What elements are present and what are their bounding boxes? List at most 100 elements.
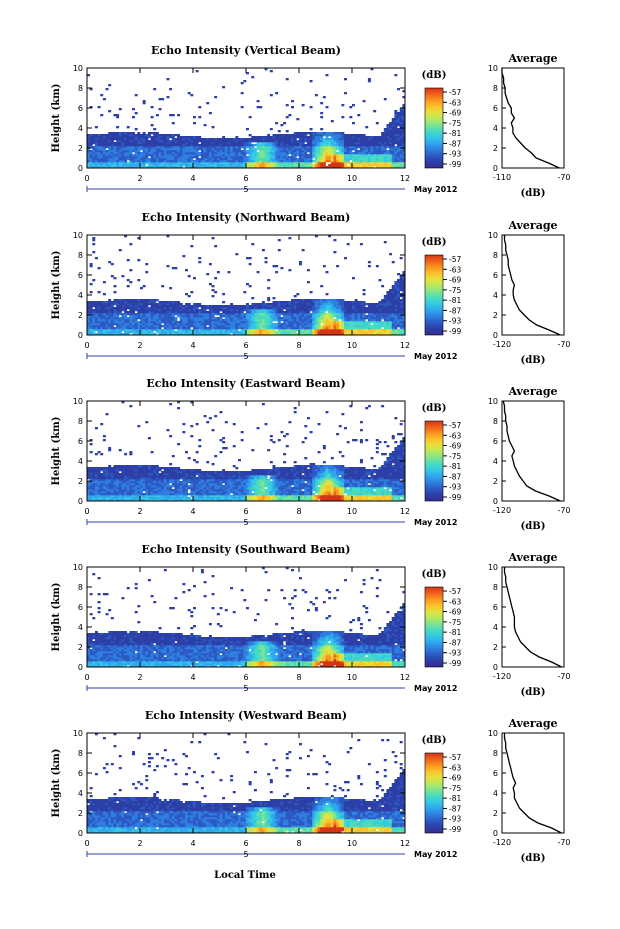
- y-axis-label: Height (km): [51, 417, 62, 486]
- profile-y-tick-label: 6: [493, 437, 498, 446]
- profile-line: [503, 733, 562, 834]
- profile-line: [501, 68, 560, 169]
- profile-y-tick-label: 4: [493, 291, 498, 300]
- y-axis-label: Height (km): [51, 749, 62, 818]
- profile-x-tick-label: -120: [493, 838, 511, 847]
- y-axis-label: Height (km): [51, 84, 62, 153]
- colorbar-tick-label: -57: [449, 421, 461, 430]
- colorbar-tick-label: -81: [449, 628, 461, 637]
- profile-x-label: (dB): [521, 687, 546, 698]
- y-tick-label: 6: [78, 437, 83, 446]
- colorbar-tick-label: -63: [449, 597, 461, 606]
- colorbar-tick-label: -57: [449, 587, 461, 596]
- panel-title: Echo Intensity (Northward Beam): [142, 211, 351, 224]
- colorbar-tick-label: -87: [449, 306, 461, 315]
- date-marker-label: 5: [243, 684, 248, 693]
- profile-x-tick-label: -70: [557, 173, 570, 182]
- profile-title: Average: [507, 52, 557, 65]
- x-tick-label: 12: [400, 341, 410, 350]
- y-tick-label: 2: [78, 144, 83, 153]
- heatmap-field: [87, 733, 406, 834]
- colorbar-tick-label: -87: [449, 804, 461, 813]
- profile-line: [502, 400, 561, 502]
- x-tick-label: 0: [84, 673, 89, 682]
- colorbar-tick-label: -75: [449, 119, 461, 128]
- x-tick-label: 12: [400, 174, 410, 183]
- colorbar-tick-label: -69: [449, 608, 461, 617]
- month-label: May 2012: [414, 352, 457, 361]
- panel-1: Echo Intensity (Northward Beam) 0 2 4 6 8 10 0 2…: [51, 211, 571, 366]
- colorbar-tick-label: -93: [449, 317, 461, 326]
- x-tick-label: 2: [137, 673, 142, 682]
- profile-y-tick-label: 0: [493, 331, 498, 340]
- profile-title: Average: [507, 219, 557, 232]
- colorbar-tick-label: -87: [449, 472, 461, 481]
- y-tick-label: 8: [78, 251, 83, 260]
- colorbar-tick-label: -75: [449, 452, 461, 461]
- profile-line: [503, 235, 561, 336]
- colorbar-tick-label: -63: [449, 431, 461, 440]
- colorbar-tick-label: -99: [449, 160, 461, 169]
- profile-title: Average: [507, 385, 557, 398]
- y-tick-label: 8: [78, 583, 83, 592]
- colorbar-tick-label: -81: [449, 462, 461, 471]
- x-tick-label: 0: [84, 341, 89, 350]
- profile-y-tick-label: 2: [493, 311, 498, 320]
- profile-x-tick-label: -110: [493, 173, 511, 182]
- y-tick-label: 8: [78, 84, 83, 93]
- profile-y-tick-label: 4: [493, 124, 498, 133]
- profile-x-tick-label: -120: [493, 340, 511, 349]
- panel-4: Echo Intensity (Westward Beam) 0 2 4 6 8 10 0 2 4…: [51, 709, 571, 864]
- colorbar-tick-label: -93: [449, 483, 461, 492]
- heatmap-field: [87, 567, 406, 668]
- colorbar-tick-label: -99: [449, 659, 461, 668]
- colorbar-tick-label: -99: [449, 493, 461, 502]
- x-tick-label: 2: [137, 341, 142, 350]
- profile-x-label: (dB): [521, 355, 546, 366]
- profile-frame: [501, 566, 565, 668]
- y-tick-label: 6: [78, 104, 83, 113]
- colorbar-tick-label: -63: [449, 98, 461, 107]
- colorbar-tick-label: -69: [449, 774, 461, 783]
- profile-frame: [501, 400, 565, 502]
- y-tick-label: 10: [73, 397, 83, 406]
- colorbar-tick-label: -63: [449, 265, 461, 274]
- y-tick-label: 2: [78, 311, 83, 320]
- y-tick-label: 8: [78, 749, 83, 758]
- x-tick-label: 0: [84, 507, 89, 516]
- profile-y-tick-label: 0: [493, 663, 498, 672]
- y-tick-label: 10: [73, 231, 83, 240]
- colorbar-tick-label: -63: [449, 763, 461, 772]
- x-tick-label: 2: [137, 174, 142, 183]
- y-axis-label: Height (km): [51, 583, 62, 652]
- y-tick-label: 0: [78, 663, 83, 672]
- profile-y-tick-label: 8: [493, 749, 498, 758]
- x-tick-label: 10: [347, 839, 357, 848]
- y-tick-label: 0: [78, 497, 83, 506]
- date-marker-label: 5: [243, 352, 248, 361]
- colorbar-tick-label: -99: [449, 327, 461, 336]
- profile-x-label: (dB): [521, 853, 546, 864]
- date-marker-label: 5: [243, 518, 248, 527]
- profile-x-label: (dB): [521, 188, 546, 199]
- profile-y-tick-label: 10: [488, 64, 498, 73]
- colorbar: [424, 87, 444, 169]
- y-tick-label: 10: [73, 729, 83, 738]
- profile-y-tick-label: 8: [493, 417, 498, 426]
- colorbar: [424, 254, 444, 336]
- y-tick-label: 4: [78, 124, 83, 133]
- y-tick-label: 4: [78, 789, 83, 798]
- colorbar-unit: (dB): [422, 237, 447, 248]
- date-marker-label: 5: [243, 185, 248, 194]
- colorbar: [424, 752, 444, 834]
- profile-y-tick-label: 6: [493, 104, 498, 113]
- profile-frame: [501, 732, 565, 834]
- profile-y-tick-label: 10: [488, 729, 498, 738]
- profile-line: [503, 567, 562, 668]
- colorbar-tick-label: -69: [449, 109, 461, 118]
- y-axis-label: Height (km): [51, 251, 62, 320]
- profile-title: Average: [507, 717, 557, 730]
- profile-x-tick-label: -70: [557, 672, 570, 681]
- month-label: May 2012: [414, 850, 457, 859]
